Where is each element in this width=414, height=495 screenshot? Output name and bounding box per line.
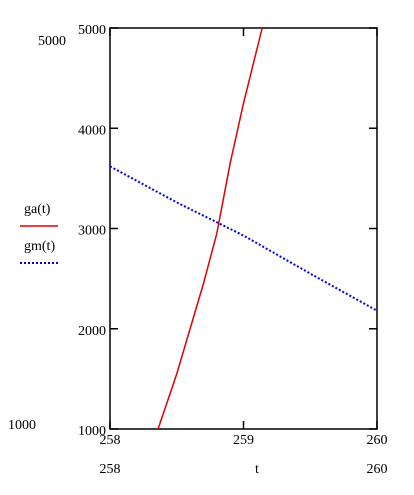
y-tick-label: 4000 — [78, 123, 106, 138]
plot-frame — [109, 27, 378, 430]
x-tick-label: 258 — [100, 433, 121, 448]
y-tick-label: 5000 — [78, 23, 106, 38]
y-tick-label: 1000 — [78, 424, 106, 439]
series-line — [157, 27, 263, 430]
x-limit-label: 260 — [367, 462, 388, 477]
x-tick-label: 260 — [367, 433, 388, 448]
series-line — [109, 165, 378, 312]
y-tick-label: 3000 — [78, 224, 106, 239]
legend-label: gm(t) — [24, 239, 55, 254]
y-tick-label: 2000 — [78, 324, 106, 339]
x-limit-label: 258 — [100, 462, 121, 477]
y-limit-label: 1000 — [8, 418, 36, 433]
legend-label: ga(t) — [24, 202, 51, 217]
x-tick-label: 259 — [233, 433, 254, 448]
y-limit-label: 5000 — [38, 34, 66, 49]
x-axis-label: t — [255, 462, 259, 477]
